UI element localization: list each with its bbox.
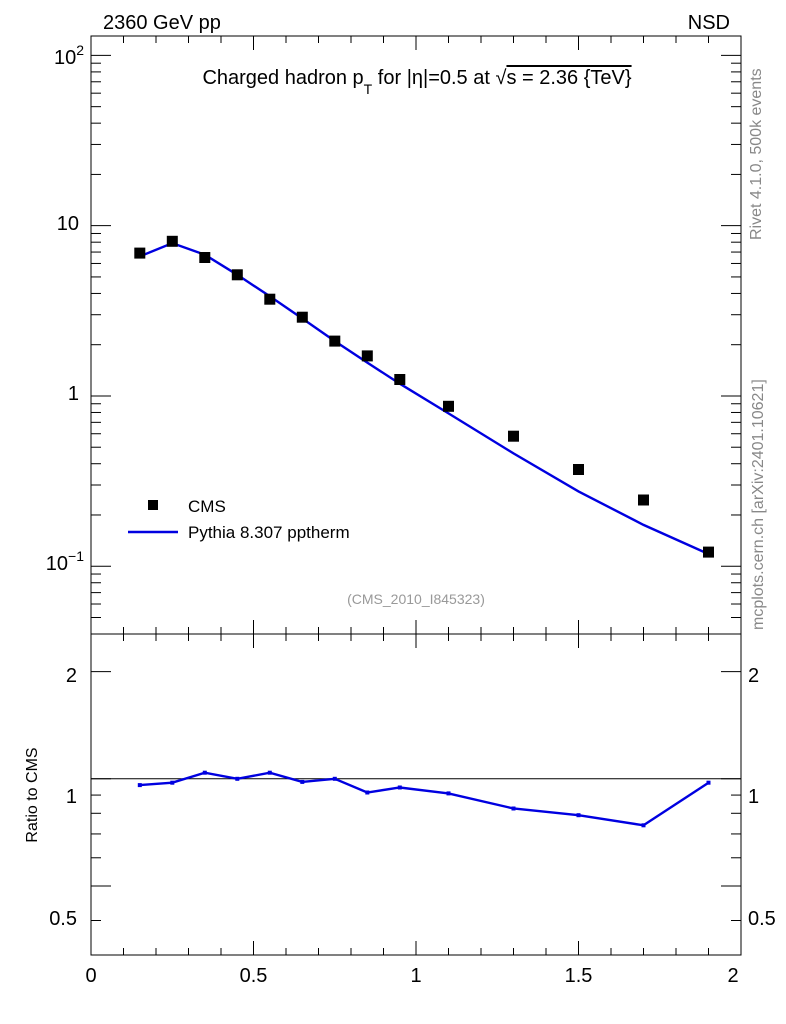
- ratio-point: [300, 779, 305, 784]
- ytick-label-10: 10: [57, 213, 79, 235]
- ratio-point: [511, 806, 516, 811]
- title-part-b: for |η|=0.5 at √: [372, 67, 506, 89]
- ratio-point: [267, 770, 272, 775]
- ratio-ytick-right-1: 1: [748, 786, 759, 808]
- ytick-0-1-exp: −1: [68, 548, 84, 564]
- ratio-point: [397, 785, 402, 790]
- xtick-label-0: 0: [85, 965, 96, 987]
- ratio-frame: [90, 633, 742, 956]
- ratio-point: [365, 790, 370, 795]
- xtick-label-1-5: 1.5: [565, 965, 593, 987]
- mcplots-label: mcplots.cern.ch [arXiv:2401.10621]: [750, 379, 767, 630]
- ratio-point: [576, 813, 581, 818]
- header-left-label: 2360 GeV pp: [103, 12, 221, 34]
- ratio-ytick-left-1: 1: [66, 786, 77, 808]
- cms-data-point: [199, 252, 211, 263]
- rivet-version-label: Rivet 4.1.0, 500k events: [748, 68, 765, 240]
- ratio-points: [137, 770, 711, 828]
- cms-data-point: [329, 335, 341, 347]
- cms-data-point: [264, 293, 276, 305]
- ratio-point: [137, 783, 142, 788]
- cms-data-point: [134, 247, 146, 259]
- ratio-point: [706, 780, 711, 785]
- cms-data-point: [638, 494, 649, 506]
- cms-data-point: [508, 430, 519, 442]
- xtick-label-1: 1: [410, 965, 421, 987]
- cms-data-markers: [134, 235, 714, 558]
- ratio-ytick-right-2: 2: [748, 665, 759, 687]
- legend: CMS Pythia 8.307 pptherm: [128, 497, 350, 542]
- ratio-point: [641, 823, 646, 828]
- ytick-100-exp: 2: [76, 42, 84, 58]
- title-part-a: Charged hadron p: [202, 67, 363, 89]
- cms-data-point: [573, 464, 584, 475]
- chart-title: Charged hadron pT for |η|=0.5 at √s = 2.…: [202, 67, 631, 97]
- title-part-c: s = 2.36 {TeV}: [506, 67, 631, 89]
- cms-data-point: [703, 546, 714, 558]
- cms-data-point: [166, 235, 178, 247]
- legend-data-marker: [148, 500, 158, 510]
- ratio-point: [202, 770, 207, 775]
- ratio-point: [235, 776, 240, 781]
- ratio-ytick-left-0-5: 0.5: [49, 908, 77, 930]
- ytick-label-1: 1: [68, 383, 79, 405]
- cms-data-point: [361, 350, 373, 362]
- ratio-point: [170, 780, 175, 785]
- ratio-point: [446, 791, 451, 796]
- ratio-ylabel: Ratio to CMS: [24, 747, 41, 842]
- legend-data-label: CMS: [188, 497, 226, 516]
- ratio-panel: Ratio to CMS 0.5 1 2 0.5 1 2 0 0.5 1 1.5…: [24, 633, 776, 987]
- main-panel: Charged hadron pT for |η|=0.5 at √s = 2.…: [46, 35, 742, 635]
- ratio-ytick-right-0-5: 0.5: [748, 908, 776, 930]
- cms-data-point: [443, 400, 454, 412]
- ratio-point: [332, 776, 337, 781]
- ratio-ticks: [90, 634, 742, 955]
- cms-data-point: [296, 311, 308, 323]
- title-subscript: T: [364, 81, 373, 97]
- ytick-label-0-1: 10−1: [46, 548, 84, 575]
- ytick-0-1-base: 10: [46, 553, 68, 575]
- main-frame: [90, 35, 742, 635]
- xtick-label-2: 2: [727, 965, 738, 987]
- ytick-100-base: 10: [54, 47, 76, 69]
- xtick-label-0-5: 0.5: [240, 965, 268, 987]
- header-right-label: NSD: [688, 12, 730, 34]
- analysis-watermark: (CMS_2010_I845323): [347, 591, 485, 607]
- cms-data-point: [394, 374, 406, 385]
- main-ticks: [90, 36, 742, 635]
- ratio-ytick-left-2: 2: [66, 665, 77, 687]
- ratio-series-line: [139, 771, 710, 827]
- legend-mc-label: Pythia 8.307 pptherm: [188, 523, 350, 542]
- cms-data-point: [231, 269, 243, 281]
- ytick-label-100: 102: [54, 42, 84, 69]
